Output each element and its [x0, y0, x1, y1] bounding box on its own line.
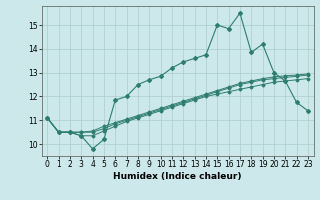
- X-axis label: Humidex (Indice chaleur): Humidex (Indice chaleur): [113, 172, 242, 181]
